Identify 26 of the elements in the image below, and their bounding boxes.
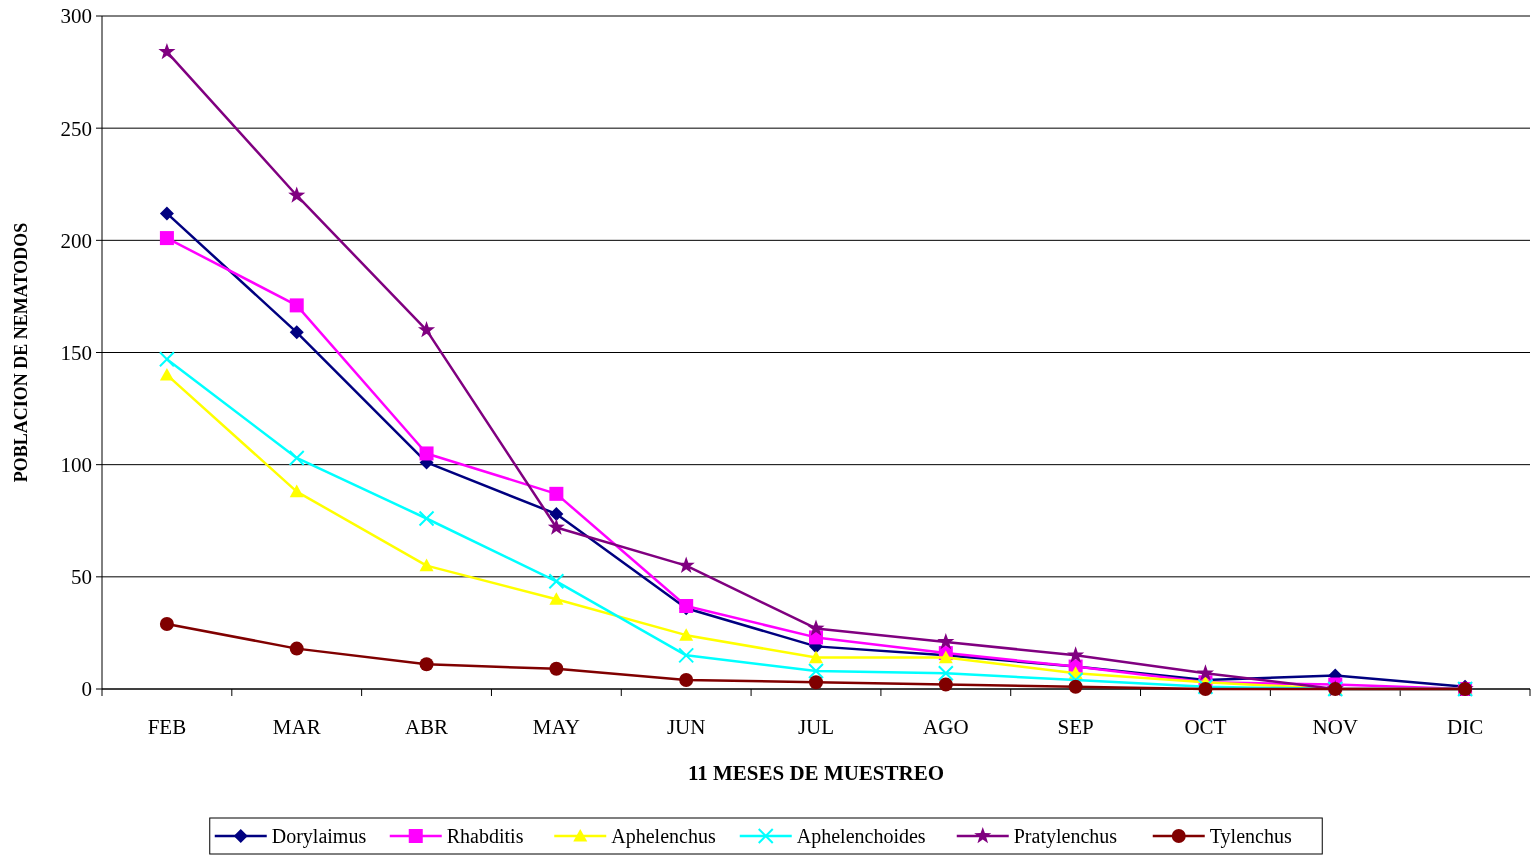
x-tick-label: DIC	[1447, 715, 1484, 739]
legend-label: Dorylaimus	[271, 825, 367, 848]
x-tick-label: JUL	[797, 715, 835, 739]
y-tick-label: 200	[60, 228, 92, 253]
y-tick-label: 0	[81, 677, 92, 702]
x-tick-label: AGO	[923, 715, 969, 739]
y-tick-label: 150	[60, 340, 92, 365]
x-tick-label: JUN	[666, 715, 706, 739]
legend-label: Tylenchus	[1209, 825, 1292, 848]
x-tick-label: NOV	[1312, 715, 1359, 739]
y-tick-label: 300	[60, 4, 92, 29]
x-tick-label: SEP	[1057, 715, 1094, 739]
y-tick-label: 50	[71, 565, 92, 590]
x-tick-label: FEB	[147, 715, 187, 739]
legend-label: Aphelenchus	[611, 825, 716, 848]
legend-label: Pratylenchus	[1013, 825, 1118, 848]
y-tick-label: 250	[60, 116, 92, 141]
x-tick-label: MAR	[272, 715, 321, 739]
legend-label: Rhabditis	[446, 825, 524, 847]
x-tick-label: ABR	[404, 715, 449, 739]
x-axis-title: 11 MESES DE MUESTREO	[687, 761, 945, 785]
legend-label: Aphelenchoides	[796, 825, 926, 848]
y-tick-label: 100	[60, 453, 92, 478]
x-tick-label: OCT	[1184, 715, 1227, 739]
x-tick-label: MAY	[532, 715, 580, 739]
y-axis-title: POBLACION DE NEMATODOS	[11, 222, 31, 483]
